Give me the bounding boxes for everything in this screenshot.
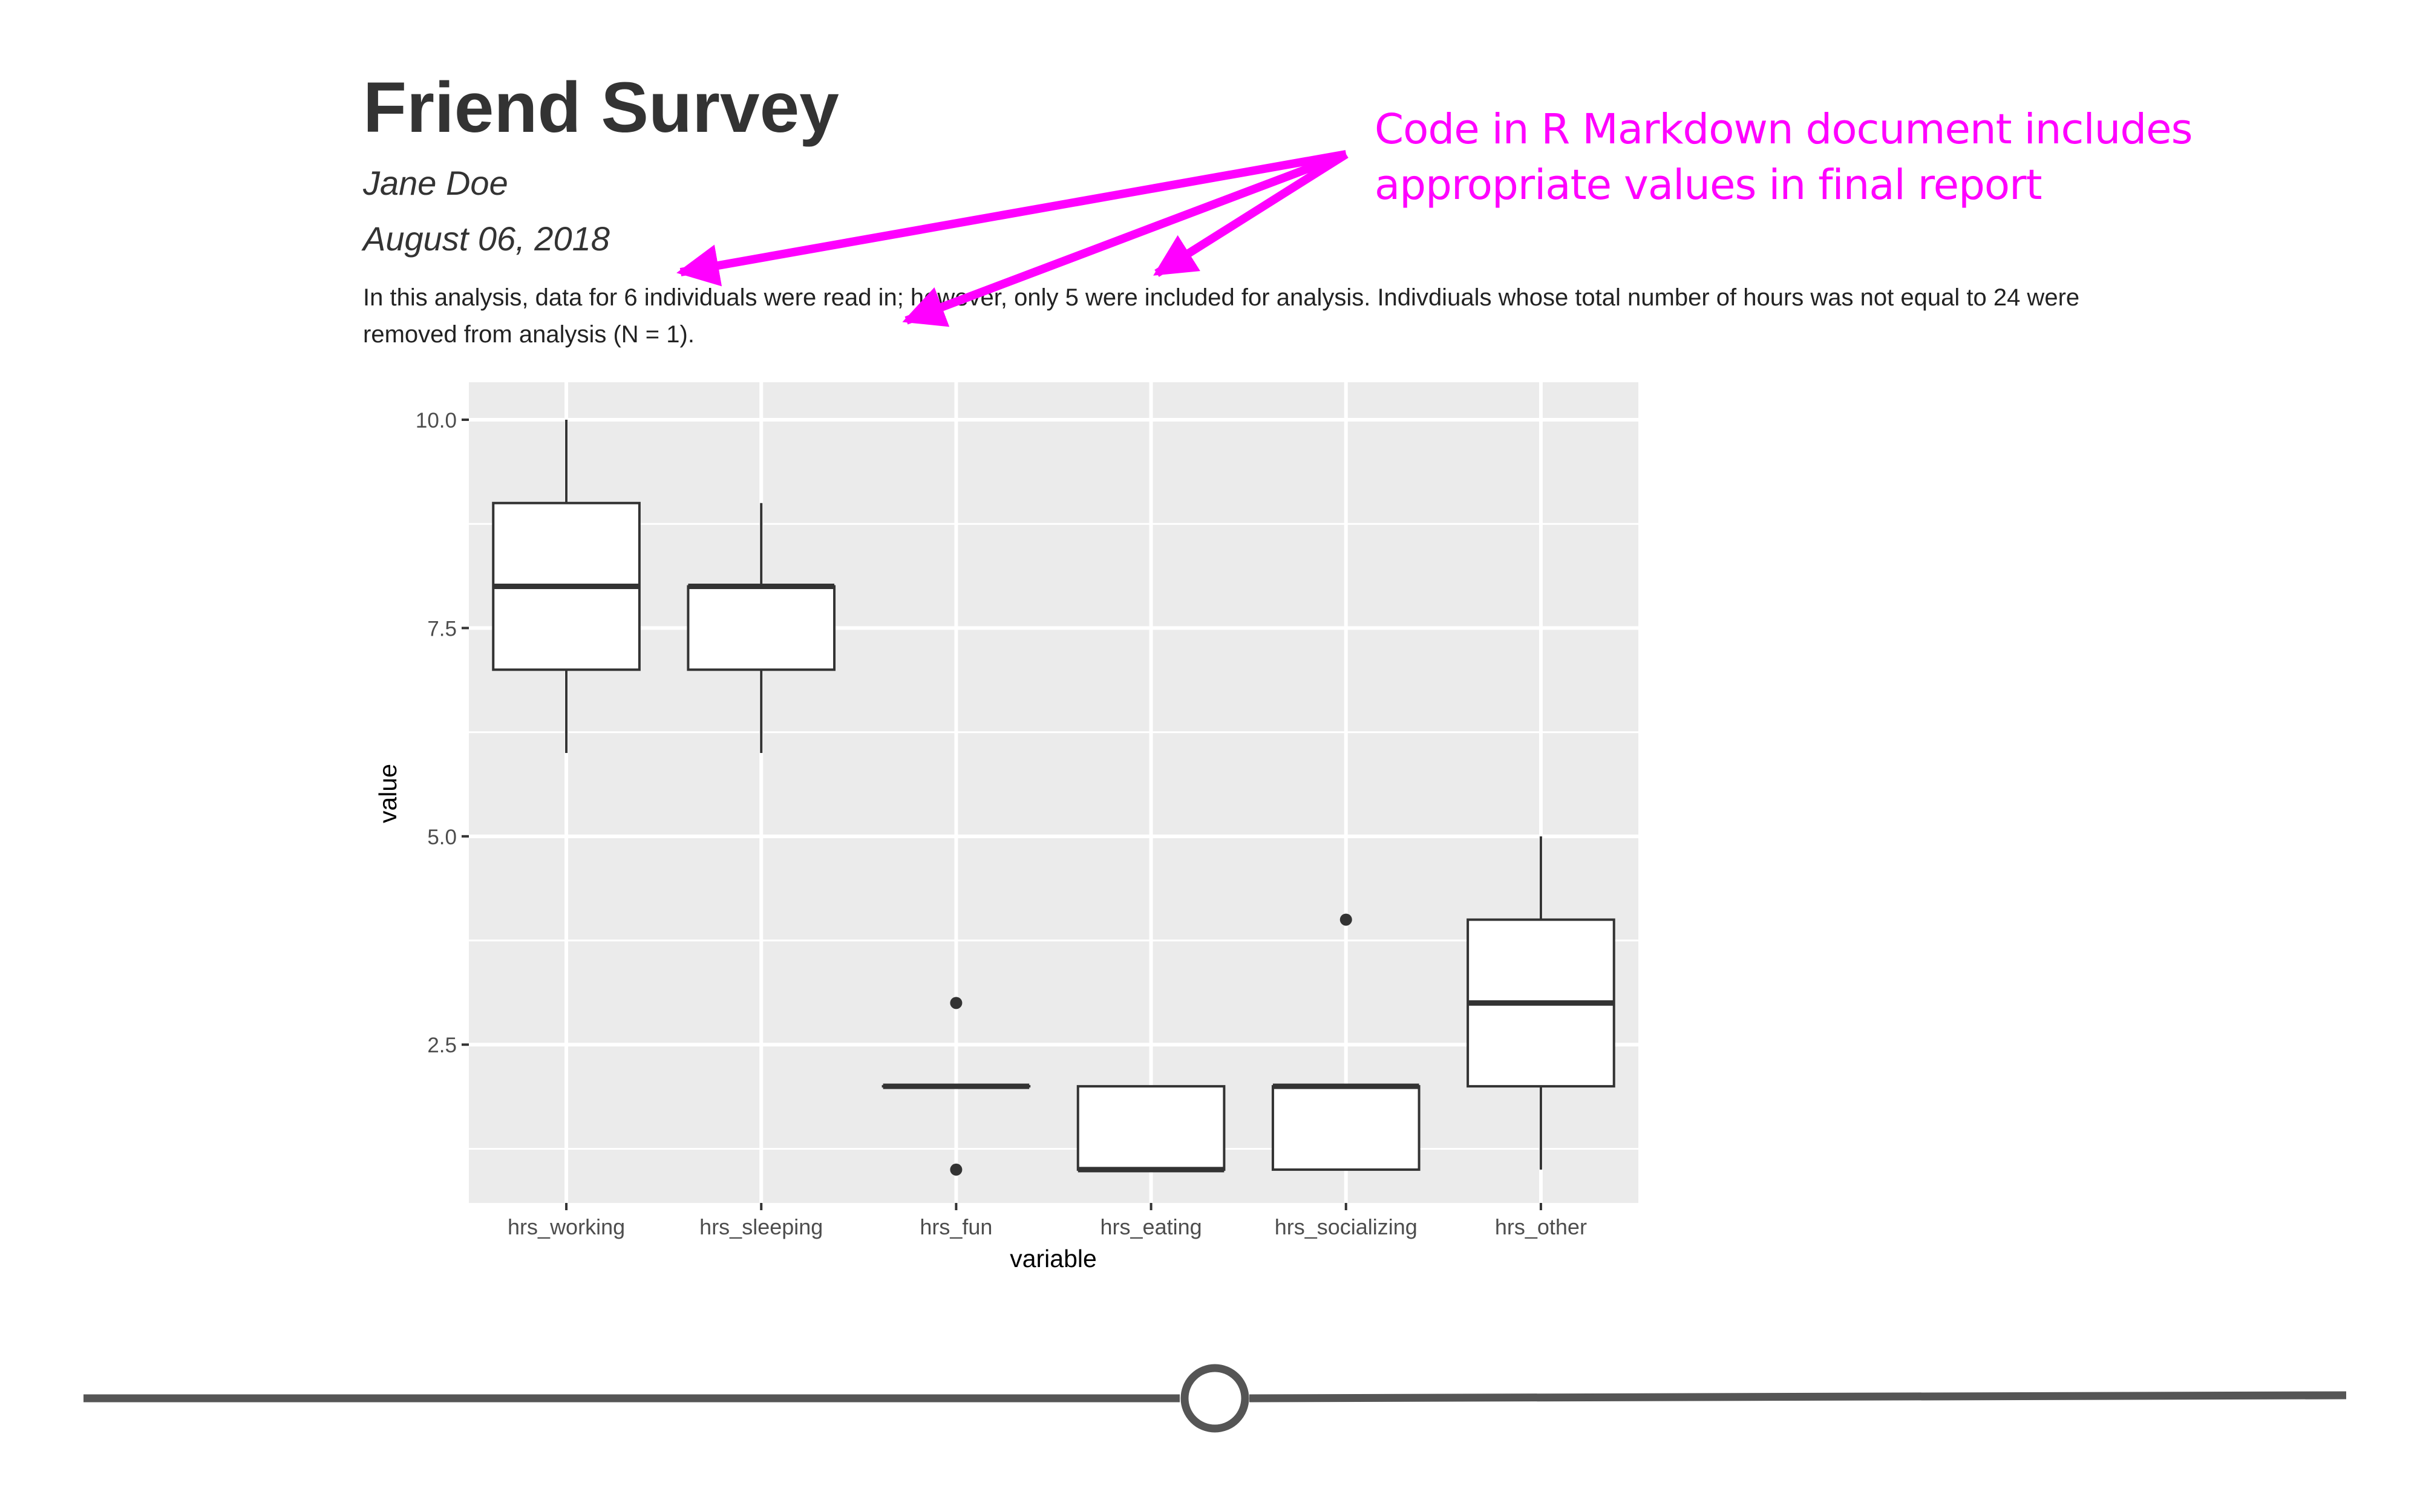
outlier-point: [950, 997, 963, 1009]
x-tick-label: hrs_eating: [1100, 1214, 1202, 1239]
y-tick-label: 5.0: [427, 826, 457, 849]
box-hrs_eating: [1076, 1085, 1226, 1173]
arrow-to-included-count: [1153, 151, 1349, 277]
box-iqr: [1271, 1085, 1421, 1171]
box-iqr: [1076, 1085, 1226, 1171]
x-tick-label: hrs_fun: [920, 1214, 992, 1239]
y-tick-label: 10.0: [416, 409, 457, 432]
y-axis-title: value: [374, 764, 402, 823]
box-hrs_working: [492, 419, 641, 754]
x-tick-label: hrs_sleeping: [699, 1214, 823, 1239]
outlier-point: [1339, 913, 1352, 926]
report-author: Jane Doe: [363, 164, 508, 202]
annotation-arrows: [676, 150, 1349, 327]
boxplot-chart: 2.5 5.0 7.5 10.0 hrs_working hrs_sleeping hrs_…: [374, 382, 1638, 1272]
outlier-point: [950, 1163, 963, 1176]
y-tick-label: 2.5: [427, 1034, 457, 1057]
box-iqr: [687, 585, 836, 671]
axes: 2.5 5.0 7.5 10.0 hrs_working hrs_sleeping hrs_…: [416, 409, 1587, 1239]
arrow-to-read-count: [676, 150, 1347, 287]
box-hrs_socializing: [1271, 913, 1421, 1171]
box-hrs_fun: [881, 997, 1031, 1176]
report-date: August 06, 2018: [363, 220, 610, 258]
annotation-line-2: appropriate values in final report: [1375, 161, 2042, 209]
annotation-line-1: Code in R Markdown document includes: [1375, 105, 2193, 154]
x-axis-title: variable: [1010, 1245, 1097, 1272]
plot-panel: [469, 382, 1638, 1203]
x-tick-label: hrs_other: [1495, 1214, 1587, 1239]
report-summary-paragraph: In this analysis, data for 6 individuals…: [363, 284, 2080, 348]
x-tick-label: hrs_socializing: [1275, 1214, 1418, 1239]
slide-progress-slider[interactable]: [83, 1364, 2347, 1433]
slider-track-right: [1249, 1391, 2347, 1403]
box-hrs_other: [1467, 836, 1615, 1170]
slider-knob[interactable]: [1180, 1364, 1249, 1433]
arrow-to-removed-count: [902, 150, 1348, 327]
box-hrs_sleeping: [687, 503, 836, 754]
report-title: Friend Survey: [363, 68, 839, 148]
annotation-callout: Code in R Markdown document includes app…: [1375, 102, 2193, 213]
x-tick-label: hrs_working: [508, 1214, 625, 1239]
y-tick-label: 7.5: [427, 617, 457, 640]
boxes: [492, 419, 1615, 1176]
